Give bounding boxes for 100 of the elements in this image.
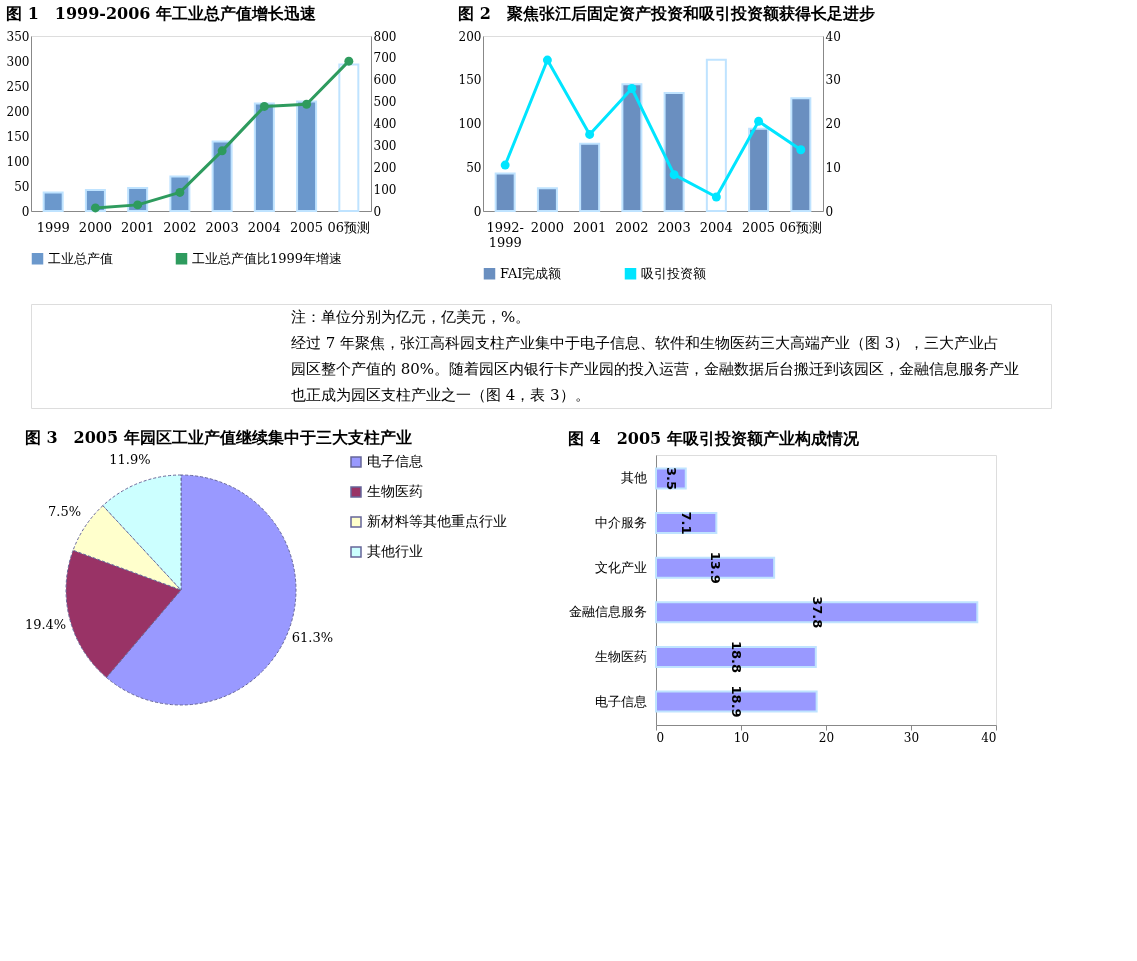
x-tick-label: 2001 <box>121 219 155 235</box>
legend-label: 工业总产值比1999年增速 <box>192 250 343 266</box>
point <box>259 101 269 111</box>
point <box>754 116 764 126</box>
data-label: 19.4% <box>24 617 67 633</box>
x-tick-label: 2004 <box>699 219 733 235</box>
x-tick-label: 20 <box>818 730 835 745</box>
bar <box>42 191 64 212</box>
chart-title: 图 4 2005 年吸引投资额产业构成情况 <box>568 429 860 448</box>
point <box>627 84 637 93</box>
x-tick-label: 2005 <box>290 219 324 235</box>
point <box>711 192 721 202</box>
y-tick-label: 100 <box>458 117 482 131</box>
y2-tick-label: 20 <box>825 117 841 131</box>
y2-tick-label: 10 <box>825 160 841 175</box>
point <box>344 56 354 66</box>
point <box>585 129 595 139</box>
y-tick-label: 中介服务 <box>594 515 647 531</box>
x-tick-label: 06预测 <box>779 219 823 235</box>
data-label: 13.9 <box>708 551 724 584</box>
y2-tick-label: 700 <box>373 51 397 66</box>
bar <box>663 91 685 212</box>
point <box>217 146 227 156</box>
x-tick-label: 2002 <box>615 219 649 235</box>
legend-label: 电子信息 <box>367 453 423 469</box>
point <box>500 160 510 170</box>
text: 注：单位分别为亿元，亿美元，%。 <box>291 308 531 326</box>
point <box>302 99 312 109</box>
bar <box>253 102 275 212</box>
y-tick-label: 文化产业 <box>594 559 647 575</box>
x-tick-label: 2005 <box>742 219 776 235</box>
chart-title: 图 1 1999-2006 年工业总产值增长迅速 <box>6 4 318 23</box>
bar <box>536 187 558 212</box>
x-tick-label: 10 <box>733 730 750 745</box>
y-tick-label: 150 <box>458 73 482 88</box>
y2-tick-label: 0 <box>825 204 834 219</box>
data-label: 3.5 <box>663 466 679 490</box>
y-tick-label: 50 <box>466 160 482 175</box>
x-tick-label: 40 <box>981 730 997 745</box>
y-tick-label: 其他 <box>620 470 647 486</box>
y2-tick-label: 30 <box>825 73 841 88</box>
bar <box>579 142 601 212</box>
bar <box>211 140 233 212</box>
x-tick-label: 1992-1999 <box>486 219 524 250</box>
bar <box>705 58 727 212</box>
data-label: 18.8 <box>728 640 744 673</box>
y2-tick-label: 500 <box>373 95 397 110</box>
y2-tick-label: 600 <box>373 73 397 88</box>
legend-label: 吸引投资额 <box>641 265 706 281</box>
y2-tick-label: 800 <box>373 29 397 44</box>
bar <box>748 127 770 212</box>
x-tick-label: 2003 <box>205 219 239 235</box>
bar <box>494 172 516 212</box>
y2-tick-label: 40 <box>825 29 841 44</box>
point <box>542 55 552 65</box>
legend-label: 生物医药 <box>367 483 423 499</box>
y-tick-label: 150 <box>6 129 30 144</box>
text: 经过 7 年聚焦，张江高科园支柱产业集中于电子信息、软件和生物医药三大高端产业（图 3），三大产业占园区整个产值的 80%。随着园区内银行卡产业园的投入运营，金融数据后台搬迁到该园区，金融信息服务产业也正成为园区支柱产业之一（图 4，表 3）。 <box>291 334 1020 404</box>
x-tick-label: 2001 <box>573 219 607 235</box>
x-tick-label: 0 <box>656 730 665 745</box>
point <box>133 200 143 210</box>
y-tick-label: 350 <box>6 29 30 44</box>
data-label: 37.8 <box>809 596 825 629</box>
chart-title: 图 2 聚焦张江后固定资产投资和吸引投资额获得长足进步 <box>458 4 875 23</box>
y2-tick-label: 400 <box>373 117 397 131</box>
y-tick-label: 250 <box>6 79 30 94</box>
data-label: 7.5% <box>48 504 82 520</box>
y2-tick-label: 200 <box>373 160 397 175</box>
x-tick-label: 1999 <box>36 219 70 235</box>
point <box>796 145 806 155</box>
legend-label: 新材料等其他重点行业 <box>367 513 507 529</box>
y-tick-label: 50 <box>14 179 30 194</box>
y-tick-label: 生物医药 <box>594 648 647 664</box>
data-label: 18.9 <box>729 685 745 718</box>
bar <box>338 63 360 212</box>
chart-title: 图 3 2005 年园区工业产值继续集中于三大支柱产业 <box>24 427 412 447</box>
y-tick-label: 0 <box>473 204 482 219</box>
x-tick-label: 2000 <box>530 219 564 235</box>
x-tick-label: 30 <box>903 730 920 745</box>
y-tick-label: 电子信息 <box>594 693 647 709</box>
y2-tick-label: 300 <box>373 138 397 153</box>
y-tick-label: 100 <box>6 154 30 169</box>
point <box>90 203 100 213</box>
point <box>669 170 679 180</box>
x-tick-label: 2002 <box>163 219 197 235</box>
bar <box>621 83 643 212</box>
y2-tick-label: 100 <box>373 182 397 197</box>
data-label: 61.3% <box>291 630 334 646</box>
x-tick-label: 2004 <box>247 219 281 235</box>
y-tick-label: 200 <box>458 29 482 44</box>
y-tick-label: 200 <box>6 104 30 119</box>
bar <box>296 100 318 212</box>
bar <box>790 97 812 212</box>
y-tick-label: 300 <box>6 54 30 69</box>
x-tick-label: 06预测 <box>327 219 371 235</box>
data-label: 11.9% <box>109 451 151 467</box>
legend-label: FAI完成额 <box>500 265 562 281</box>
x-tick-label: 2003 <box>657 219 691 235</box>
y-tick-label: 金融信息服务 <box>568 604 647 620</box>
x-tick-label: 2000 <box>78 219 112 235</box>
